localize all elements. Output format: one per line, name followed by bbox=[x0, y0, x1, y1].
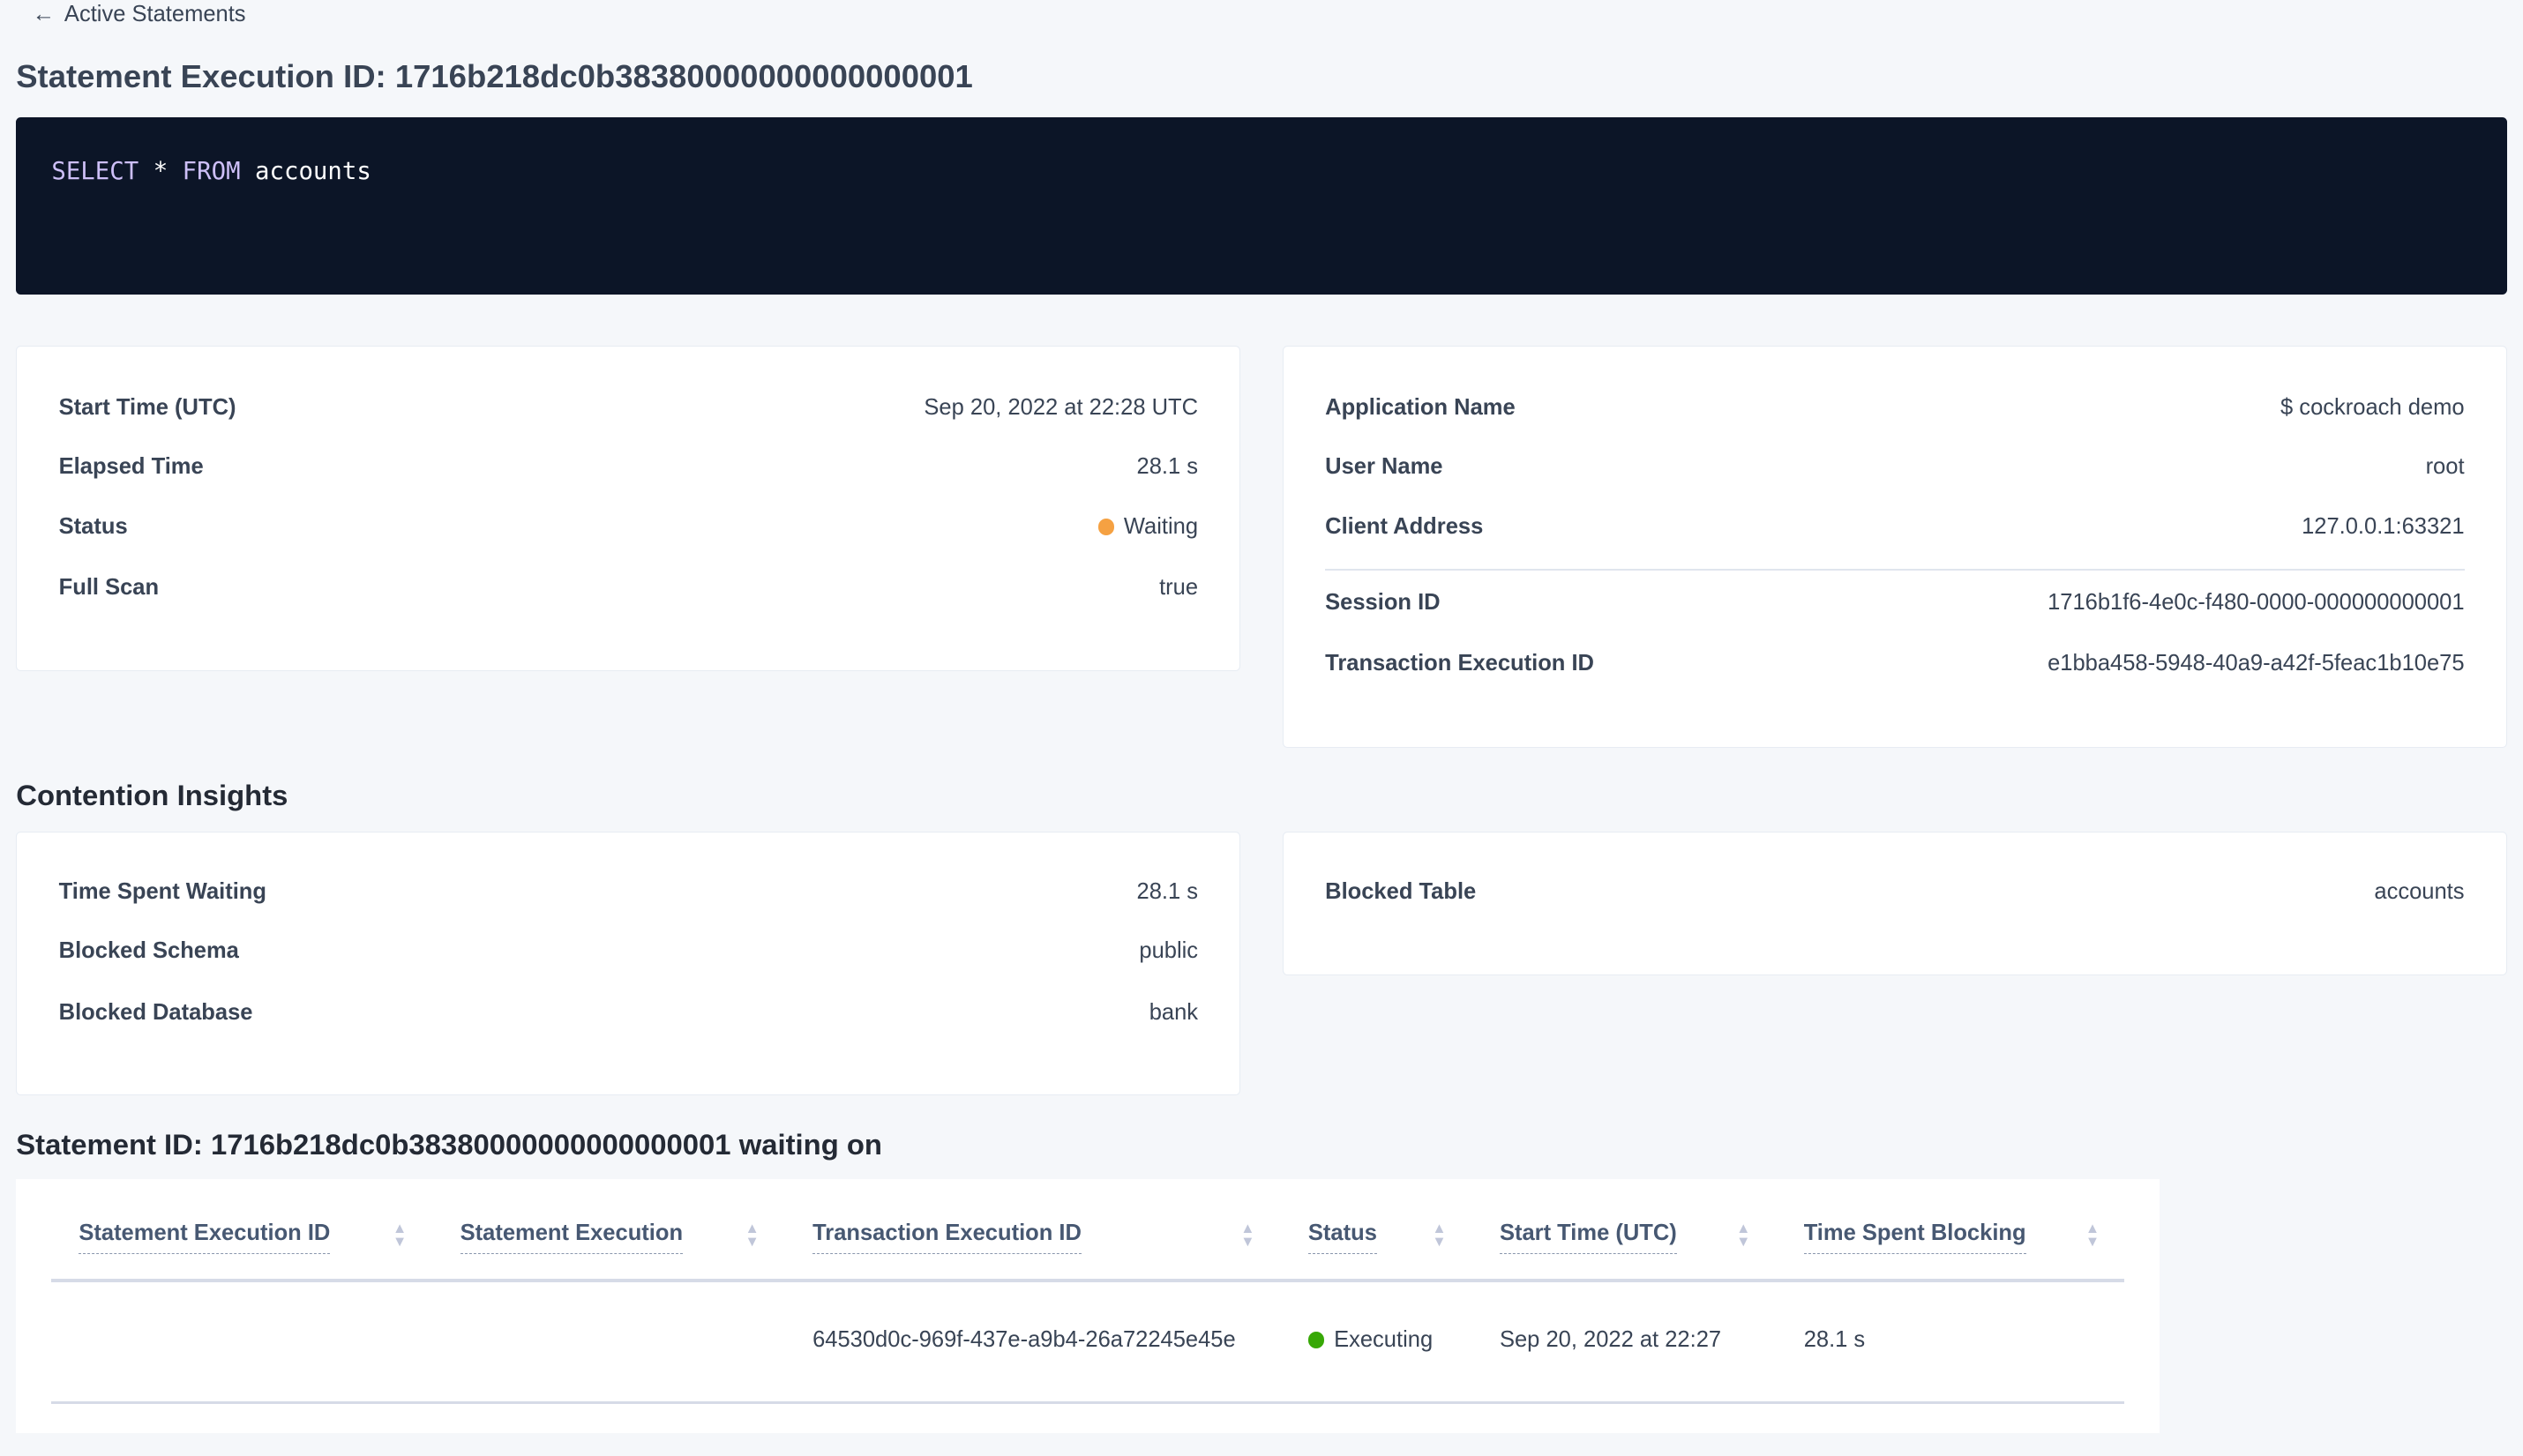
row-value: 28.1 s bbox=[1136, 878, 1199, 904]
summary-row: Full Scan true bbox=[59, 575, 1198, 601]
summary-row: Transaction Execution ID e1bba458-5948-40… bbox=[1325, 651, 2464, 676]
row-label: Blocked Database bbox=[58, 999, 253, 1025]
summary-row: User Name root bbox=[1325, 454, 2464, 480]
cell-transaction-execution-id: 64530d0c-969f-437e-a9b4-26a72245e45e bbox=[812, 1326, 1236, 1352]
back-link[interactable]: ← Active Statements bbox=[32, 2, 245, 27]
summary-row: Status Waiting bbox=[59, 514, 1198, 540]
row-value: true bbox=[1159, 575, 1199, 601]
row-divider bbox=[51, 1400, 2124, 1405]
summary-row: Application Name $ cockroach demo bbox=[1325, 395, 2464, 421]
contention-row: Time Spent Waiting 28.1 s bbox=[59, 879, 1198, 905]
row-label: Start Time (UTC) bbox=[58, 394, 236, 420]
row-value: bank bbox=[1149, 999, 1199, 1025]
arrow-left-icon: ← bbox=[32, 1, 55, 26]
session-id-link[interactable]: 1716b1f6-4e0c-f480-0000-000000000001 bbox=[2048, 589, 2465, 615]
sort-icon[interactable]: ▲ ▼ bbox=[2085, 1221, 2100, 1250]
column-header-statement-execution[interactable]: Statement Execution bbox=[460, 1221, 684, 1254]
column-header-time-spent-blocking[interactable]: Time Spent Blocking bbox=[1803, 1221, 2026, 1254]
row-label: Blocked Schema bbox=[58, 938, 239, 964]
transaction-id-link[interactable]: e1bba458-5948-40a9-a42f-5feac1b10e75 bbox=[2048, 650, 2465, 676]
row-label: Full Scan bbox=[58, 575, 160, 601]
sql-keyword: SELECT bbox=[51, 157, 139, 185]
contention-row: Blocked Schema public bbox=[59, 938, 1198, 964]
row-value: 28.1 s bbox=[1136, 454, 1199, 480]
column-header-status[interactable]: Status bbox=[1307, 1221, 1377, 1254]
contention-row: Blocked Database bank bbox=[59, 1000, 1198, 1026]
column-header-start-time[interactable]: Start Time (UTC) bbox=[1499, 1221, 1677, 1254]
sql-code-block: SELECT * FROM accounts bbox=[16, 117, 2507, 295]
sql-star: * bbox=[153, 157, 168, 185]
row-label: Client Address bbox=[1325, 513, 1484, 539]
contention-card-right: Blocked Table accounts bbox=[1282, 832, 2507, 975]
row-value: $ cockroach demo bbox=[2280, 394, 2465, 420]
status-text: Executing bbox=[1334, 1326, 1434, 1352]
contention-heading: Contention Insights bbox=[16, 778, 288, 811]
summary-row: Client Address 127.0.0.1:63321 bbox=[1325, 514, 2464, 540]
column-header-transaction-execution-id[interactable]: Transaction Execution ID bbox=[812, 1221, 1082, 1254]
header-divider bbox=[51, 1279, 2124, 1282]
row-label: Elapsed Time bbox=[58, 454, 204, 480]
cell-status: Executing bbox=[1307, 1326, 1434, 1353]
row-label: Status bbox=[58, 513, 128, 539]
row-value: Sep 20, 2022 at 22:28 UTC bbox=[924, 394, 1199, 420]
summary-card-right: Application Name $ cockroach demo User Na… bbox=[1282, 346, 2507, 749]
status-dot-icon bbox=[1097, 519, 1114, 535]
row-value: 127.0.0.1:63321 bbox=[2302, 513, 2465, 539]
cell-start-time: Sep 20, 2022 at 22:27 bbox=[1499, 1326, 1722, 1352]
summary-row: Elapsed Time 28.1 s bbox=[59, 454, 1198, 480]
cell-time-spent-blocking: 28.1 s bbox=[1803, 1326, 1866, 1352]
summary-row: Start Time (UTC) Sep 20, 2022 at 22:28 UT… bbox=[59, 395, 1198, 421]
sort-icon[interactable]: ▲ ▼ bbox=[1432, 1221, 1447, 1250]
contention-row: Blocked Table accounts bbox=[1325, 879, 2464, 905]
sql-table: accounts bbox=[255, 157, 371, 185]
row-value: public bbox=[1139, 938, 1199, 964]
row-label: Transaction Execution ID bbox=[1325, 650, 1594, 676]
row-label: Application Name bbox=[1325, 394, 1516, 420]
row-label: Session ID bbox=[1325, 589, 1441, 615]
row-label: User Name bbox=[1325, 454, 1443, 480]
status-dot-icon bbox=[1307, 1332, 1325, 1348]
sort-icon[interactable]: ▲ ▼ bbox=[1736, 1221, 1751, 1250]
column-header-statement-execution-id[interactable]: Statement Execution ID bbox=[79, 1221, 331, 1254]
back-link-label: Active Statements bbox=[64, 1, 246, 26]
summary-card-left: Start Time (UTC) Sep 20, 2022 at 22:28 UT… bbox=[16, 346, 1241, 671]
summary-row: Session ID 1716b1f6-4e0c-f480-0000-000000… bbox=[1325, 590, 2464, 616]
divider bbox=[1325, 568, 2465, 571]
contention-card-left: Time Spent Waiting 28.1 s Blocked Schema p… bbox=[16, 832, 1241, 1096]
sort-icon[interactable]: ▲ ▼ bbox=[1240, 1221, 1255, 1250]
row-label: Blocked Table bbox=[1325, 878, 1477, 904]
row-label: Time Spent Waiting bbox=[58, 878, 266, 904]
page-title: Statement Execution ID: 1716b218dc0b3838… bbox=[16, 57, 973, 94]
sort-icon[interactable]: ▲ ▼ bbox=[745, 1221, 760, 1250]
waiting-table: Statement Execution ID ▲ ▼ Statement Exec… bbox=[16, 1178, 2160, 1434]
sort-icon[interactable]: ▲ ▼ bbox=[393, 1221, 408, 1250]
row-value: root bbox=[2425, 454, 2465, 480]
waiting-heading: Statement ID: 1716b218dc0b38380000000000… bbox=[16, 1127, 882, 1161]
row-value: accounts bbox=[2374, 878, 2465, 904]
status-text: Waiting bbox=[1123, 513, 1199, 539]
sql-keyword: FROM bbox=[182, 157, 241, 185]
status-badge: Waiting bbox=[1097, 513, 1199, 540]
